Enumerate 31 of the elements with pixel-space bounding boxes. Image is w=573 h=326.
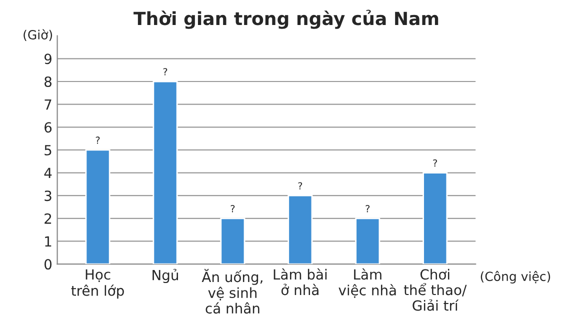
data-label: ? [298, 182, 302, 190]
y-tick-label: 8 [44, 76, 52, 87]
bar [355, 218, 380, 264]
y-axis-title: (Giờ) [24, 29, 52, 41]
y-tick-label: 3 [44, 190, 52, 202]
data-label: ? [96, 136, 100, 144]
y-tick-label: 1 [45, 236, 52, 247]
x-tick-label: Làm việc nhà [338, 268, 396, 298]
data-label: ? [366, 205, 370, 212]
bar [422, 172, 448, 264]
y-tick-label: 2 [44, 213, 52, 224]
y-tick-label: 7 [44, 99, 52, 110]
chart-title: Thời gian trong ngày của Nam [134, 10, 438, 29]
x-tick-label: Học trên lớp [71, 269, 124, 299]
x-tick-label: Chơi thể thao/ Giải trí [404, 268, 467, 311]
y-tick-label: 0 [44, 259, 52, 270]
bar [152, 80, 178, 264]
x-tick-label: Ăn uống, vệ sinh cá nhân [202, 268, 262, 314]
bar [288, 194, 313, 264]
data-label: ? [230, 205, 235, 212]
x-tick-label: Ngủ [152, 268, 178, 284]
x-axis-title: (Công việc) [480, 270, 550, 284]
data-label: ? [163, 68, 168, 76]
y-tick-label: 6 [44, 122, 52, 133]
y-tick-label: 5 [44, 145, 52, 156]
x-tick-label: Làm bài ở nhà [274, 268, 327, 296]
bar [85, 149, 110, 264]
bar [220, 218, 246, 264]
y-tick-label: 9 [44, 54, 52, 64]
y-tick-label: 4 [44, 168, 52, 178]
data-label: ? [433, 159, 438, 167]
